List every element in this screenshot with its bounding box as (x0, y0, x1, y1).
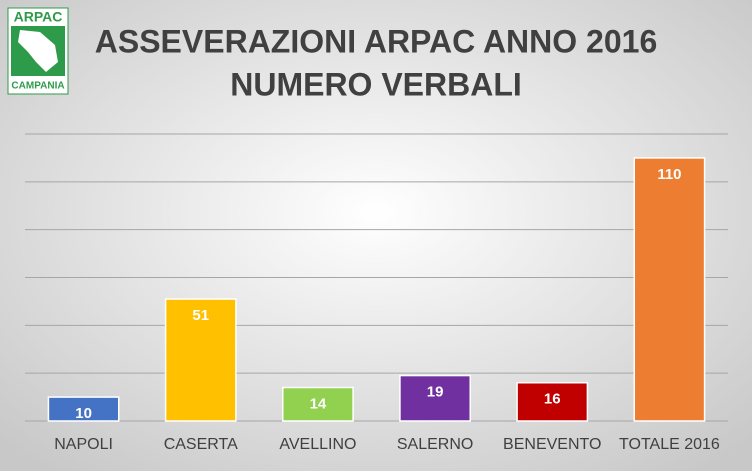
x-tick-label: SALERNO (397, 436, 473, 453)
bar (47, 396, 120, 422)
x-tick-label: NAPOLI (54, 436, 113, 453)
bar (399, 374, 471, 422)
data-label: 110 (657, 166, 681, 183)
logo-top: ARPAC (14, 9, 63, 25)
chart-subtitle: NUMERO VERBALI (230, 66, 522, 102)
logo: ARPAC CAMPANIA (7, 7, 69, 95)
data-label: 51 (192, 307, 209, 324)
data-label: 14 (310, 395, 327, 412)
bar (516, 381, 589, 422)
data-label: 19 (427, 384, 444, 401)
x-tick-label: TOTALE 2016 (619, 436, 720, 453)
x-tick-label: CASERTA (164, 436, 238, 453)
x-tick-label: BENEVENTO (503, 436, 601, 453)
bar (282, 386, 354, 422)
bar (164, 298, 237, 422)
chart-title: ASSEVERAZIONI ARPAC ANNO 2016 (95, 23, 657, 59)
x-tick-label: AVELLINO (279, 436, 356, 453)
bar (633, 157, 706, 422)
logo-map (18, 30, 58, 72)
logo-bottom: CAMPANIA (11, 81, 64, 92)
data-label: 16 (544, 391, 561, 408)
data-label: 10 (75, 405, 92, 422)
